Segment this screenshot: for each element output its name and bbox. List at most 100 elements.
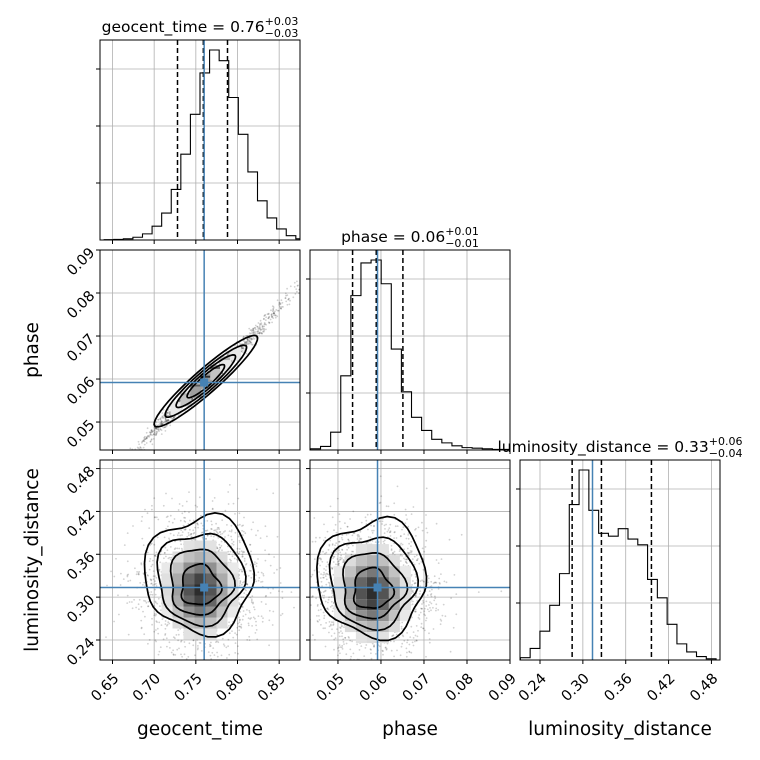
sample-point <box>405 655 408 658</box>
sample-point <box>336 628 338 630</box>
sample-point <box>306 563 308 565</box>
sample-point <box>403 557 405 560</box>
sample-point <box>326 573 329 576</box>
sample-point <box>306 584 308 586</box>
sample-point <box>421 547 424 550</box>
density-cell <box>183 573 195 585</box>
sample-point <box>341 549 344 551</box>
sample-point <box>165 637 168 640</box>
sample-point <box>141 515 144 518</box>
sample-point <box>273 311 276 314</box>
sample-point <box>360 521 363 524</box>
sample-point <box>356 643 358 646</box>
sample-point <box>298 292 300 295</box>
sample-point <box>106 584 108 587</box>
sample-point <box>268 322 271 324</box>
sample-point <box>160 624 163 626</box>
sample-point <box>328 582 331 585</box>
sample-point <box>290 591 293 593</box>
sample-point <box>258 331 261 334</box>
sample-point <box>184 528 187 531</box>
sample-point <box>249 611 251 614</box>
density-cell <box>220 360 232 372</box>
sample-point <box>261 332 263 334</box>
sample-point <box>260 332 263 334</box>
sample-point <box>246 583 248 585</box>
title-sub: −0.01 <box>445 237 479 250</box>
sample-point <box>196 522 199 525</box>
sample-point <box>414 611 417 613</box>
sample-point <box>137 603 140 606</box>
sample-point <box>257 327 260 329</box>
sample-point <box>389 535 392 537</box>
sample-point <box>372 670 374 672</box>
sample-point <box>373 645 375 648</box>
sample-point <box>306 558 308 560</box>
sample-point <box>173 548 176 551</box>
sample-point <box>145 442 148 444</box>
title-sup: +0.01 <box>445 225 479 238</box>
sample-point <box>328 621 331 623</box>
sample-point <box>433 599 436 602</box>
sample-point <box>407 525 410 528</box>
sample-point <box>385 523 387 526</box>
sample-point <box>158 570 161 572</box>
sample-point <box>172 649 175 652</box>
sample-point <box>261 580 264 583</box>
sample-point <box>257 332 260 334</box>
sample-point <box>318 615 320 617</box>
density-cell <box>170 404 182 416</box>
sample-point <box>200 514 202 517</box>
sample-point <box>221 532 224 535</box>
sample-point <box>209 645 211 648</box>
sample-point <box>246 338 249 340</box>
sample-point <box>390 649 393 652</box>
sample-point <box>426 594 429 596</box>
sample-point <box>335 542 338 544</box>
sample-point <box>389 531 392 533</box>
sample-point <box>301 550 303 552</box>
sample-point <box>430 593 433 595</box>
sample-point <box>233 557 236 560</box>
sample-point <box>410 574 413 576</box>
sample-point <box>169 647 171 649</box>
sample-point <box>350 553 353 556</box>
sample-point <box>256 638 259 641</box>
sample-point <box>172 653 175 656</box>
sample-point <box>165 555 167 558</box>
sample-point <box>421 607 423 610</box>
sample-point <box>165 527 168 530</box>
sample-point <box>183 510 186 513</box>
sample-point <box>328 544 331 547</box>
sample-point <box>185 500 188 503</box>
sample-point <box>440 573 442 575</box>
sample-point <box>153 497 156 499</box>
sample-point <box>262 617 264 619</box>
sample-point <box>247 342 250 344</box>
sample-point <box>414 608 417 611</box>
sample-point <box>198 641 201 644</box>
sample-point <box>143 443 146 446</box>
sample-point <box>327 601 329 604</box>
sample-point <box>346 544 348 547</box>
density-cell <box>194 551 206 563</box>
sample-point <box>227 638 230 641</box>
sample-point <box>420 607 422 610</box>
sample-point <box>211 651 214 654</box>
sample-point <box>449 650 452 653</box>
sample-point <box>417 629 419 632</box>
sample-point <box>393 640 395 643</box>
sample-point <box>259 322 261 325</box>
sample-point <box>139 582 142 584</box>
sample-point <box>224 674 226 676</box>
sample-point <box>329 505 332 508</box>
sample-point <box>255 574 257 577</box>
sample-point <box>261 328 264 331</box>
sample-point <box>152 584 154 586</box>
sample-point <box>438 577 441 580</box>
sample-point <box>164 633 167 635</box>
sample-point <box>347 539 350 541</box>
sample-point <box>151 443 154 446</box>
sample-point <box>210 535 213 537</box>
sample-point <box>149 431 152 434</box>
